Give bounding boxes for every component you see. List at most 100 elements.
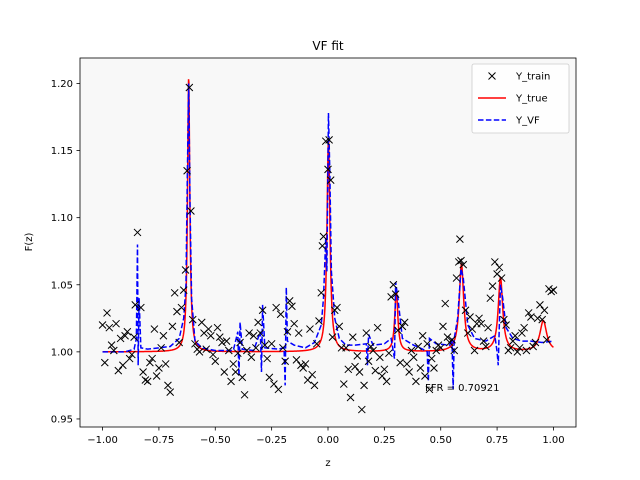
x-tick-label: −1.00 [87, 435, 118, 446]
train-point-marker [364, 357, 373, 366]
train-point-marker [547, 287, 556, 296]
y-tick-label: 0.95 [51, 414, 73, 425]
train-point-marker [292, 356, 301, 364]
train-point-marker [376, 353, 384, 362]
train-point-marker [240, 390, 249, 399]
train-point-marker [324, 165, 332, 174]
train-point-marker [308, 370, 317, 379]
train-point-marker [249, 331, 258, 340]
train-point-marker [150, 325, 159, 333]
train-point-marker [159, 331, 168, 340]
train-point-marker [211, 357, 220, 366]
train-point-marker [529, 342, 538, 351]
train-point-marker [481, 342, 490, 351]
train-point-marker [155, 364, 163, 372]
train-point-marker [161, 360, 170, 368]
train-point-marker [121, 331, 129, 340]
train-point-marker [542, 335, 551, 344]
train-point-marker [256, 329, 265, 337]
train-point-marker [360, 381, 368, 390]
train-point-marker [317, 288, 326, 297]
train-point-marker [306, 325, 314, 333]
train-point-marker [366, 342, 375, 351]
train-point-marker [204, 325, 213, 333]
x-axis-label: z [325, 458, 330, 469]
train-point-marker [301, 360, 310, 368]
train-point-marker [197, 318, 206, 327]
train-point-marker [477, 319, 486, 328]
train-point-marker [242, 346, 251, 355]
train-point-marker [430, 364, 438, 372]
legend-label: Y_train [515, 72, 550, 83]
train-point-marker [310, 381, 319, 390]
train-point-marker [448, 335, 456, 344]
train-point-marker [443, 333, 452, 341]
train-point-marker [527, 313, 535, 321]
train-point-marker [218, 338, 226, 347]
train-point-marker [130, 333, 138, 341]
train-point-marker [263, 354, 271, 363]
train-point-marker [346, 393, 355, 402]
train-point-marker [261, 341, 269, 350]
train-point-marker [520, 323, 528, 332]
train-point-marker [524, 309, 533, 317]
train-point-marker [373, 323, 382, 332]
train-point-marker [224, 346, 233, 355]
train-point-marker [290, 319, 299, 328]
train-point-marker [468, 325, 477, 333]
train-point-marker [299, 364, 308, 372]
train-point-marker [353, 352, 362, 360]
ffr-annotation: FFR = 0.70921 [425, 383, 500, 394]
train-point-marker [328, 333, 337, 341]
train-point-marker [148, 354, 156, 363]
train-point-marker [502, 321, 510, 329]
train-point-marker [267, 339, 276, 348]
train-point-marker [403, 360, 411, 368]
train-point-marker [513, 348, 522, 356]
y-tick-label: 1.10 [51, 213, 73, 224]
train-point-marker [414, 342, 423, 351]
train-point-marker [325, 135, 333, 144]
train-point-marker [425, 385, 434, 394]
train-point-marker [515, 343, 524, 352]
train-point-marker [152, 372, 161, 380]
train-point-marker [157, 343, 166, 352]
train-point-marker [272, 303, 280, 312]
train-point-marker [418, 331, 427, 340]
legend-label: Y_VF [515, 116, 540, 127]
x-tick-label: 0.00 [317, 435, 339, 446]
train-point-marker [518, 329, 526, 337]
train-point-marker [488, 282, 497, 290]
train-point-marker [549, 286, 558, 294]
train-point-marker [109, 346, 118, 355]
train-point-marker [294, 329, 303, 337]
train-point-marker [209, 350, 217, 359]
train-point-marker [391, 290, 400, 299]
train-point-marker [380, 365, 389, 374]
train-point-marker [432, 346, 441, 355]
train-point-marker [139, 368, 147, 376]
train-point-marker [385, 349, 393, 358]
train-point-marker [511, 331, 519, 340]
series-y-vf-line [102, 83, 554, 390]
legend: Y_train Y_true Y_VF [471, 63, 570, 134]
train-point-marker [452, 274, 461, 282]
train-point-marker [281, 357, 290, 366]
train-point-marker [400, 318, 409, 327]
train-point-marker [312, 339, 321, 348]
x-axis-ticks: −1.00 −0.75 −0.50 −0.25 0.00 0.25 0.50 0.75 1.00 [87, 427, 565, 446]
train-point-marker [181, 266, 190, 274]
train-point-marker [252, 343, 260, 352]
train-point-marker [454, 258, 463, 266]
train-point-marker [335, 322, 344, 331]
train-point-marker [495, 263, 504, 272]
x-tick-label: 1.00 [542, 435, 564, 446]
train-point-marker [416, 364, 425, 372]
train-point-marker [116, 334, 125, 343]
train-point-marker [421, 372, 429, 380]
train-point-marker [319, 232, 328, 241]
x-tick-label: −0.75 [144, 435, 175, 446]
y-tick-label: 1.20 [51, 79, 73, 90]
train-point-marker [213, 323, 222, 332]
train-point-marker [318, 242, 327, 250]
